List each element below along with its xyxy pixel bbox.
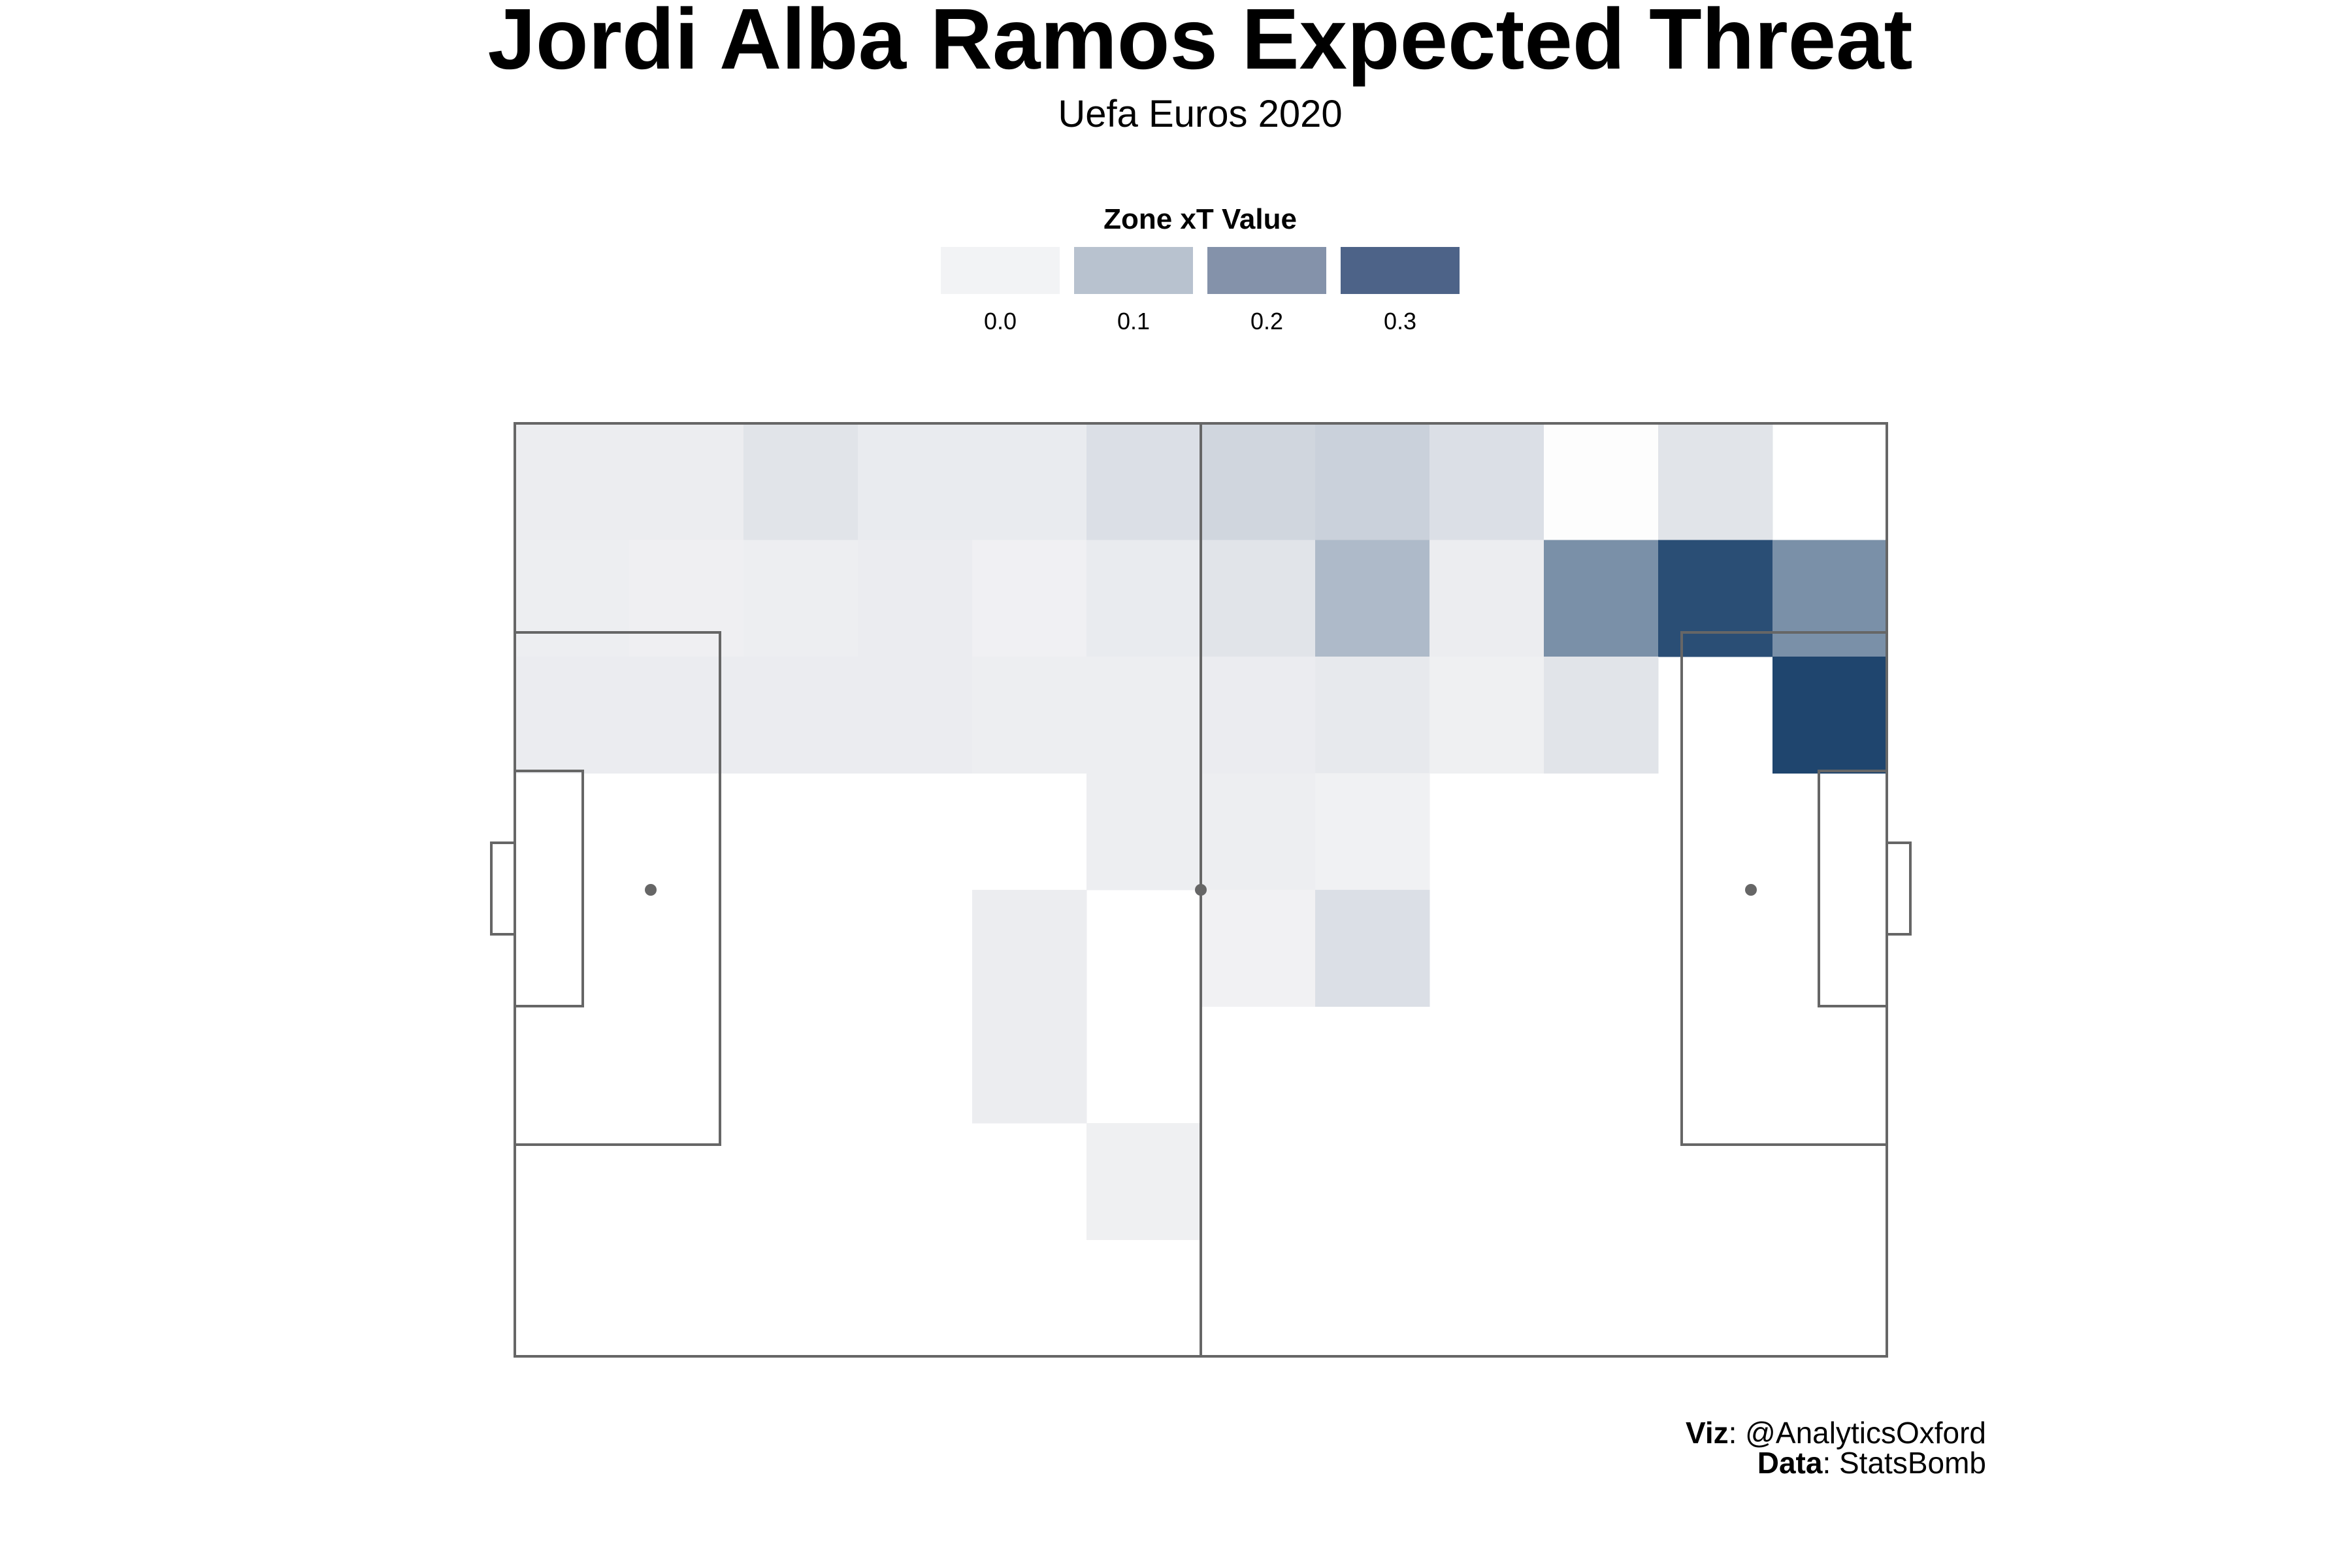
heatmap-cell <box>1544 540 1659 657</box>
chart-title: Jordi Alba Ramos Expected Threat <box>487 0 1913 87</box>
heatmap-cell <box>1772 657 1887 774</box>
heatmap-cell <box>1429 657 1544 774</box>
heatmap-cell <box>743 657 858 774</box>
legend-label: 0.1 <box>1117 308 1151 335</box>
heatmap-cell <box>1658 423 1773 540</box>
heatmap-cell <box>1086 657 1201 774</box>
heatmap-cell <box>1315 423 1430 540</box>
heatmap-cell <box>1315 773 1430 890</box>
heatmap-cell <box>1315 540 1430 657</box>
legend-swatch <box>941 247 1060 294</box>
heatmap-cell <box>858 657 973 774</box>
heatmap-cell <box>1086 1123 1201 1240</box>
heatmap-cell <box>629 540 744 657</box>
legend-title: Zone xT Value <box>1103 203 1297 235</box>
heatmap-cell <box>1772 540 1887 657</box>
heatmap-cell <box>1086 773 1201 890</box>
heatmap-cell <box>515 540 630 657</box>
legend-swatch <box>1207 247 1326 294</box>
heatmap-cell <box>1658 540 1773 657</box>
heatmap-cell <box>858 423 973 540</box>
centre-spot <box>1195 884 1207 896</box>
heatmap-cell <box>1315 890 1430 1007</box>
left-penalty-spot <box>645 884 657 896</box>
legend-label: 0.2 <box>1250 308 1284 335</box>
heatmap-cell <box>1429 540 1544 657</box>
heatmap-cell <box>1201 773 1316 890</box>
heatmap-cell <box>1201 423 1316 540</box>
caption: Viz: @AnalyticsOxford Data: StatsBomb <box>1686 1418 1986 1478</box>
heatmap-cell <box>629 657 744 774</box>
legend-label: 0.0 <box>983 308 1017 335</box>
left-six-yard-box <box>514 770 584 1007</box>
heatmap-cell <box>515 657 630 774</box>
heatmap-cell <box>1544 423 1659 540</box>
heatmap-cell <box>1201 890 1316 1007</box>
heatmap-cell <box>972 540 1087 657</box>
caption-data-value: : StatsBomb <box>1822 1446 1986 1480</box>
heatmap-cell <box>1201 540 1316 657</box>
heatmap-cell <box>1544 657 1659 774</box>
legend-swatch <box>1341 247 1460 294</box>
heatmap-cell <box>515 423 630 540</box>
legend-label: 0.3 <box>1383 308 1417 335</box>
caption-viz: Viz: @AnalyticsOxford <box>1686 1418 1986 1448</box>
heatmap-cell <box>743 423 858 540</box>
caption-data-key: Data <box>1757 1446 1823 1480</box>
right-goal <box>1886 841 1912 936</box>
heatmap-cell <box>972 423 1087 540</box>
heatmap-cell <box>972 890 1087 1007</box>
right-six-yard-box <box>1818 770 1888 1007</box>
caption-viz-value: : @AnalyticsOxford <box>1728 1416 1986 1450</box>
right-penalty-spot <box>1745 884 1757 896</box>
heatmap-cell <box>1201 657 1316 774</box>
caption-data: Data: StatsBomb <box>1686 1448 1986 1478</box>
heatmap-cell <box>743 540 858 657</box>
heatmap-cell <box>1429 423 1544 540</box>
heatmap-cell <box>1086 423 1201 540</box>
heatmap-cell <box>858 540 973 657</box>
heatmap-cell <box>972 1006 1087 1124</box>
caption-viz-key: Viz <box>1685 1416 1729 1450</box>
chart-subtitle: Uefa Euros 2020 <box>1058 93 1343 135</box>
heatmap-cell <box>1315 657 1430 774</box>
legend-swatch <box>1074 247 1193 294</box>
heatmap-cell <box>629 423 744 540</box>
heatmap-cell <box>972 657 1087 774</box>
heatmap-cell <box>1086 540 1201 657</box>
left-goal <box>490 841 516 936</box>
